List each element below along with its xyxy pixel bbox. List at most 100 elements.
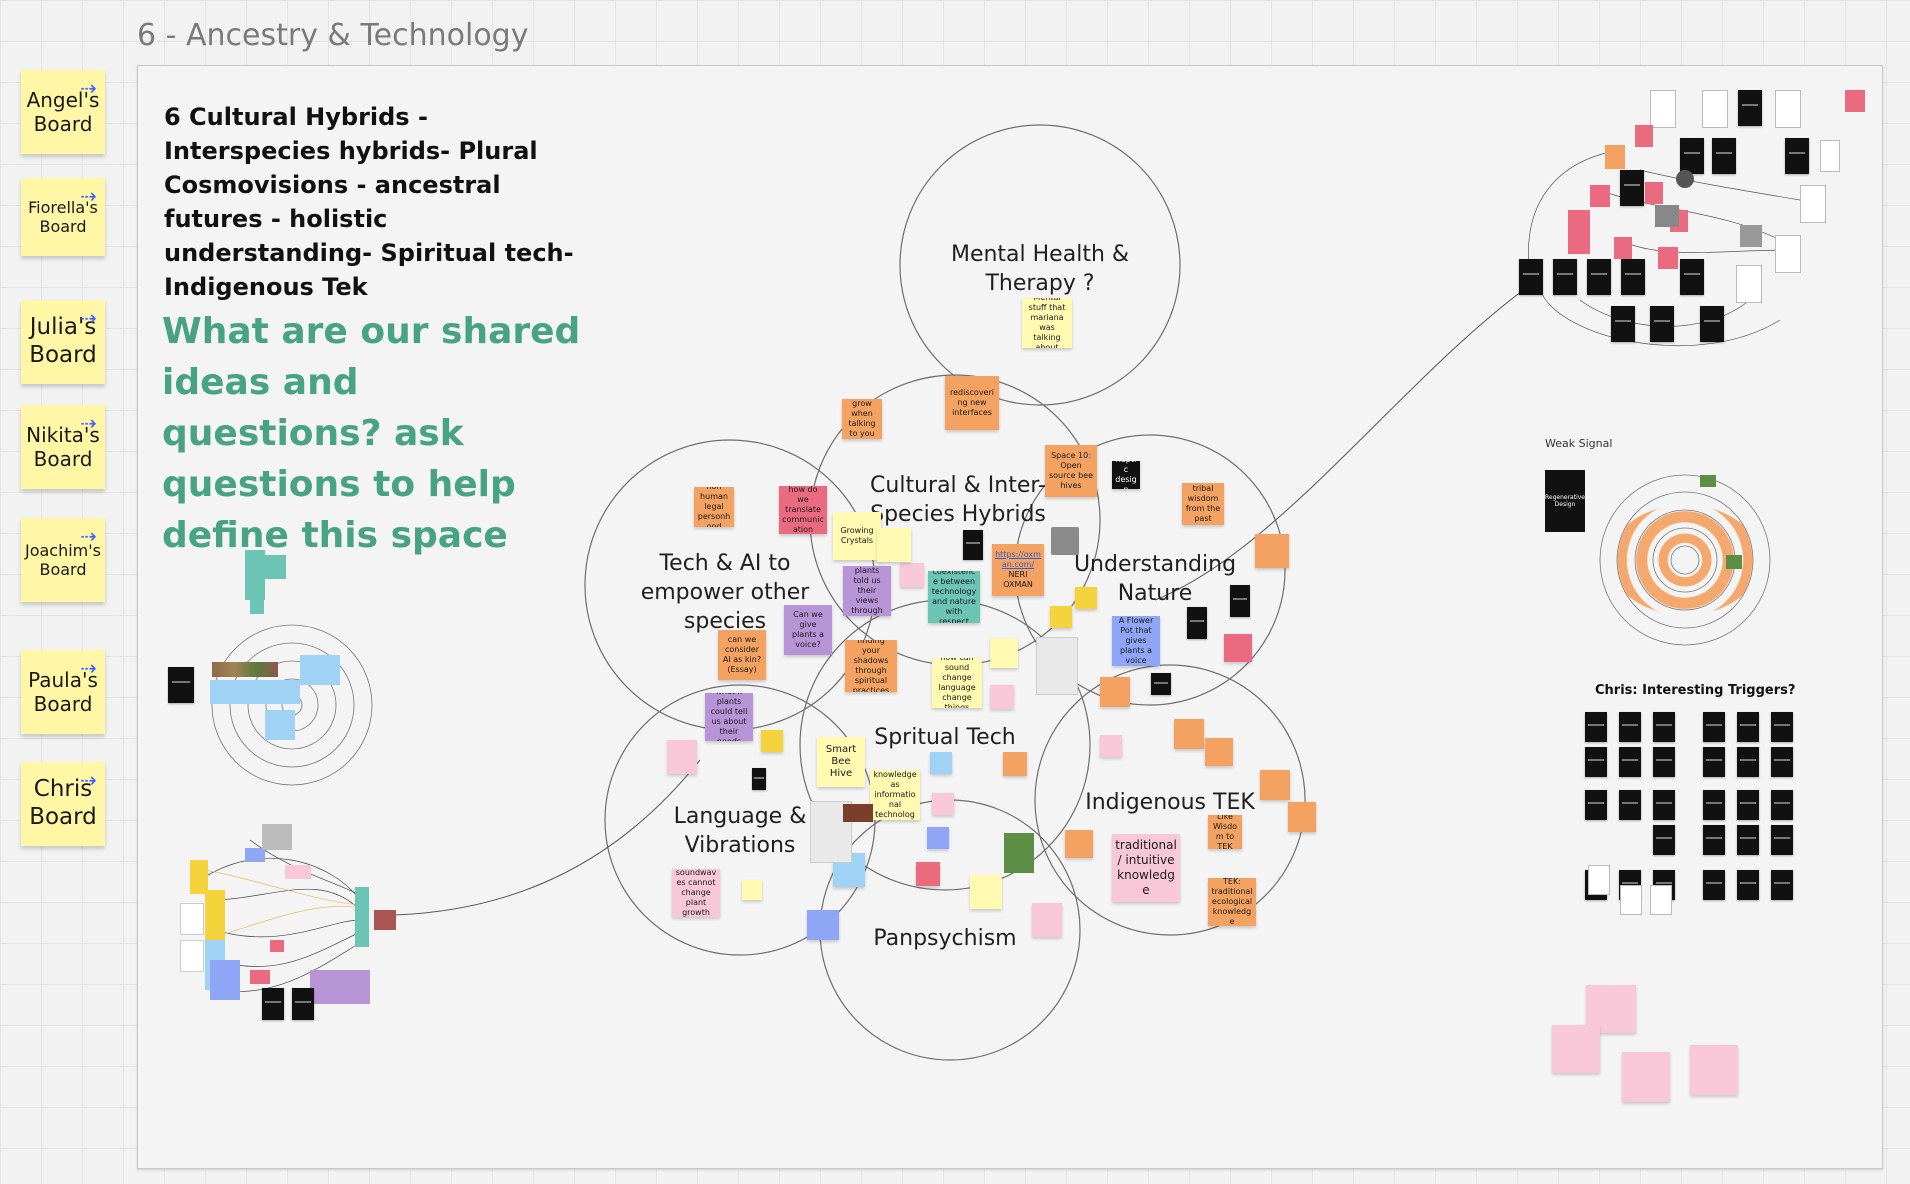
- photo-thumbnail[interactable]: [1051, 527, 1079, 555]
- image-card[interactable]: [1712, 138, 1736, 174]
- trigger-card[interactable]: [1585, 790, 1607, 820]
- photo-thumbnail[interactable]: [1655, 205, 1679, 227]
- sticky-note-small[interactable]: [990, 685, 1014, 709]
- trigger-card[interactable]: [1653, 747, 1675, 777]
- sticky-cluster[interactable]: [310, 970, 370, 1004]
- trigger-card[interactable]: [1619, 712, 1641, 742]
- venn-label-language[interactable]: Language & Vibrations: [673, 804, 807, 858]
- venn-label-panpsychism[interactable]: Panpsychism: [873, 926, 1017, 951]
- image-card[interactable]: [1785, 138, 1809, 174]
- venn-label-spiritual[interactable]: Spritual Tech: [874, 725, 1016, 750]
- venn-label-indigenous[interactable]: Indigenous TEK: [1085, 790, 1255, 815]
- trigger-card[interactable]: [1619, 747, 1641, 777]
- image-card[interactable]: [168, 667, 194, 703]
- sticky-note-small[interactable]: [1065, 830, 1093, 858]
- trigger-card[interactable]: [1737, 870, 1759, 900]
- sticky-note[interactable]: non human legal personhood: [694, 487, 734, 527]
- image-card[interactable]: [963, 530, 983, 560]
- trigger-card[interactable]: [1771, 712, 1793, 742]
- note-card[interactable]: [1736, 265, 1762, 303]
- circle-language[interactable]: [604, 684, 876, 956]
- image-card[interactable]: [1620, 170, 1644, 206]
- sticky-note-small[interactable]: [355, 887, 369, 947]
- trigger-card[interactable]: [1585, 712, 1607, 742]
- circle-mental-health[interactable]: [899, 124, 1181, 406]
- sticky-note-small[interactable]: [761, 730, 783, 752]
- sticky-note-small[interactable]: [1845, 90, 1865, 112]
- sticky-note-small[interactable]: [1590, 185, 1610, 207]
- trigger-card[interactable]: [1703, 747, 1725, 777]
- photo-thumbnail[interactable]: [1700, 475, 1716, 487]
- note-card[interactable]: [1650, 885, 1672, 915]
- trigger-card[interactable]: [1653, 712, 1675, 742]
- sticky-note-small[interactable]: [1658, 247, 1678, 269]
- sticky-note[interactable]: Space 10: Open source bee hives: [1045, 445, 1097, 497]
- sticky-note-small[interactable]: [1635, 125, 1653, 147]
- sticky-note-small[interactable]: [1205, 738, 1233, 766]
- sticky-note-small[interactable]: [285, 865, 311, 879]
- sticky-note-small[interactable]: [210, 960, 240, 1000]
- sticky-note-small[interactable]: [1224, 634, 1252, 662]
- sticky-note[interactable]: finding your shadows through spiritual p…: [845, 640, 897, 692]
- note-card[interactable]: [1775, 90, 1801, 128]
- sticky-note-small[interactable]: [1003, 752, 1027, 776]
- trigger-card[interactable]: [1653, 825, 1675, 855]
- board-link-nikita[interactable]: ⇢ Nikita's Board: [21, 405, 105, 489]
- trigger-card[interactable]: [1703, 870, 1725, 900]
- note-card[interactable]: [1702, 90, 1728, 128]
- trigger-card[interactable]: [1737, 712, 1759, 742]
- sticky-note[interactable]: A Flower Pot that gives plants a voice: [1112, 616, 1160, 666]
- trigger-card[interactable]: [1737, 747, 1759, 777]
- sticky-note[interactable]: tribal wisdom from the past: [1182, 483, 1224, 525]
- sticky-note-small[interactable]: [270, 940, 284, 952]
- venn-label-cultural[interactable]: Cultural & Inter-Species Hybrids: [870, 473, 1046, 527]
- photo-thumbnail[interactable]: [1004, 833, 1034, 873]
- sticky-note[interactable]: rediscovering new interfaces: [945, 376, 999, 430]
- sticky-note-small[interactable]: [1255, 534, 1289, 568]
- sticky-note-small[interactable]: [877, 528, 911, 562]
- venn-label-nature[interactable]: Understanding Nature: [1073, 552, 1237, 606]
- sticky-note-small[interactable]: [250, 970, 270, 984]
- note-card[interactable]: [180, 903, 204, 935]
- sticky-cluster[interactable]: [300, 655, 340, 685]
- note-card[interactable]: [1588, 865, 1610, 895]
- image-card[interactable]: [1621, 259, 1645, 295]
- venn-label-tech-ai[interactable]: Tech & AI to empower other species: [640, 551, 810, 634]
- sticky-note[interactable]: Mental stuff that mariana was talking ab…: [1022, 298, 1072, 348]
- sticky-note-small[interactable]: [1622, 1052, 1670, 1102]
- board-link-joachim[interactable]: ⇢ Joachim's Board: [21, 518, 105, 602]
- sticky-note-small[interactable]: [1174, 719, 1204, 749]
- topic-heading[interactable]: 6 Cultural Hybrids - Interspecies hybrid…: [164, 103, 574, 301]
- sticky-note[interactable]: seeing a plant grow when talking to you …: [842, 399, 882, 439]
- image-card[interactable]: [1650, 306, 1674, 342]
- image-card[interactable]: [262, 988, 284, 1020]
- sticky-note-small[interactable]: [970, 875, 1002, 909]
- sticky-note-small[interactable]: [256, 555, 286, 579]
- sticky-note[interactable]: Growing Crystals: [833, 512, 881, 560]
- sticky-note-small[interactable]: [932, 793, 954, 815]
- sticky-note[interactable]: traditional / intuitive knowledge: [1112, 834, 1180, 902]
- circle-indigenous[interactable]: [1034, 664, 1306, 936]
- board-link-paula[interactable]: ⇢ Paula's Board: [21, 650, 105, 734]
- sticky-note-small[interactable]: [1552, 1025, 1600, 1073]
- sticky-note[interactable]: coexistence between technology and natur…: [928, 571, 980, 623]
- sticky-note[interactable]: Can we give plants a voice?: [784, 605, 832, 655]
- trigger-card[interactable]: [1619, 790, 1641, 820]
- note-card[interactable]: [1775, 235, 1801, 273]
- image-card[interactable]: [1680, 259, 1704, 295]
- photo-thumbnail[interactable]: [1605, 145, 1625, 169]
- image-card[interactable]: [1611, 306, 1635, 342]
- image-card[interactable]: [1151, 673, 1171, 695]
- image-card[interactable]: [1187, 607, 1207, 639]
- sticky-note-small[interactable]: [742, 880, 762, 900]
- regenerative-card[interactable]: Regenerative Design: [1545, 470, 1585, 532]
- note-card[interactable]: [1820, 140, 1840, 172]
- sticky-note-small[interactable]: [1100, 677, 1130, 707]
- sticky-note-small[interactable]: [1260, 770, 1290, 800]
- photo-thumbnail[interactable]: [1676, 170, 1694, 188]
- note-card[interactable]: [180, 940, 204, 972]
- sticky-note-small[interactable]: [1100, 735, 1122, 757]
- board-link-chris[interactable]: ⇢ Chris Board: [21, 762, 105, 846]
- trigger-card[interactable]: [1737, 790, 1759, 820]
- sticky-note-small[interactable]: [930, 752, 952, 774]
